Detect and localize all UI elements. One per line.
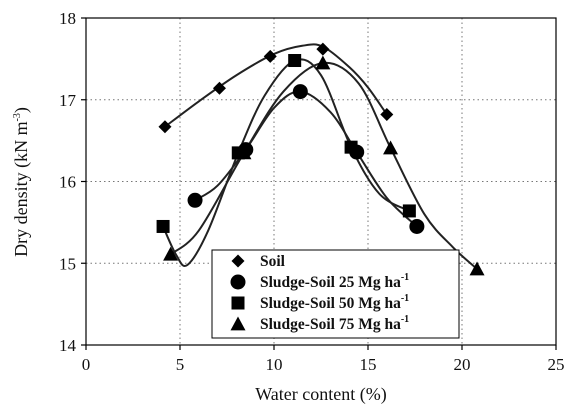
legend-entry-name: Sludge-Soil 75 Mg bbox=[260, 316, 384, 333]
legend-entry-unit: ha bbox=[384, 316, 401, 333]
square-point-series-3 bbox=[402, 204, 416, 218]
diamond-point-series-1 bbox=[263, 49, 277, 63]
legend-entry-unit: ha bbox=[384, 274, 401, 291]
square-point-series-3 bbox=[156, 219, 170, 233]
x-tick-label: 20 bbox=[454, 355, 471, 374]
y-axis-label-main: Dry density (kN m bbox=[11, 121, 32, 256]
y-tick-label: 16 bbox=[59, 173, 76, 192]
legend-entry-unit-exponent: -1 bbox=[401, 272, 409, 283]
triangle-point-series-4 bbox=[236, 145, 252, 160]
x-axis-label: Water content (%) bbox=[255, 384, 386, 405]
tick-labels: 0 5 10 15 20 25 14 15 16 17 18 bbox=[59, 9, 565, 374]
legend-entry-label: Sludge-Soil 50 Mg ha-1 bbox=[260, 293, 409, 312]
fit-curves bbox=[162, 43, 478, 270]
axes bbox=[81, 17, 557, 350]
x-tick-label: 5 bbox=[176, 355, 185, 374]
circle-point-series-2 bbox=[409, 218, 425, 234]
fit-curve-series-3 bbox=[162, 58, 410, 267]
legend-box bbox=[211, 249, 460, 339]
legend-square-marker bbox=[231, 296, 245, 310]
x-tick-label: 10 bbox=[266, 355, 283, 374]
legend-entry-unit-exponent: -1 bbox=[401, 314, 409, 325]
diamond-point-series-1 bbox=[380, 107, 394, 121]
legend-triangle-marker bbox=[230, 316, 246, 331]
triangle-point-series-4 bbox=[163, 246, 179, 261]
y-tick-label: 15 bbox=[59, 254, 76, 273]
data-markers bbox=[156, 42, 485, 276]
triangle-point-series-4 bbox=[315, 55, 331, 70]
y-tick-label: 18 bbox=[59, 9, 76, 28]
legend-entry-name: Sludge-Soil 50 Mg bbox=[260, 295, 384, 312]
x-tick-label: 25 bbox=[548, 355, 565, 374]
diamond-point-series-1 bbox=[316, 42, 330, 56]
x-tick-label: 0 bbox=[82, 355, 91, 374]
fit-curve-series-1 bbox=[164, 43, 388, 128]
legend-entry-label: Soil bbox=[260, 253, 286, 270]
y-tick-label: 14 bbox=[59, 336, 77, 355]
square-point-series-3 bbox=[344, 140, 358, 154]
circle-point-series-2 bbox=[292, 84, 308, 100]
diamond-point-series-1 bbox=[158, 120, 172, 134]
legend-circle-marker bbox=[230, 274, 246, 290]
legend-entry-label: Sludge-Soil 75 Mg ha-1 bbox=[260, 314, 409, 333]
legend-diamond-marker bbox=[231, 254, 245, 268]
diamond-point-series-1 bbox=[212, 81, 226, 95]
y-axis-label-sup: -3 bbox=[12, 113, 23, 121]
square-point-series-3 bbox=[288, 54, 302, 68]
triangle-point-series-4 bbox=[383, 140, 399, 155]
legend-entry-label: Sludge-Soil 25 Mg ha-1 bbox=[260, 272, 409, 291]
x-tick-label: 15 bbox=[360, 355, 377, 374]
legend-entry-name: Soil bbox=[260, 253, 286, 270]
triangle-point-series-4 bbox=[469, 261, 485, 276]
y-axis-label: Dry density (kN m-3) bbox=[11, 107, 32, 257]
legend-entry-unit-exponent: -1 bbox=[401, 293, 409, 304]
circle-point-series-2 bbox=[187, 192, 203, 208]
y-axis-label-close: ) bbox=[11, 107, 32, 113]
y-tick-label: 17 bbox=[59, 91, 77, 110]
fit-curve-series-4 bbox=[169, 61, 478, 270]
legend-entry-unit: ha bbox=[384, 295, 401, 312]
legend-entry-name: Sludge-Soil 25 Mg bbox=[260, 274, 384, 291]
